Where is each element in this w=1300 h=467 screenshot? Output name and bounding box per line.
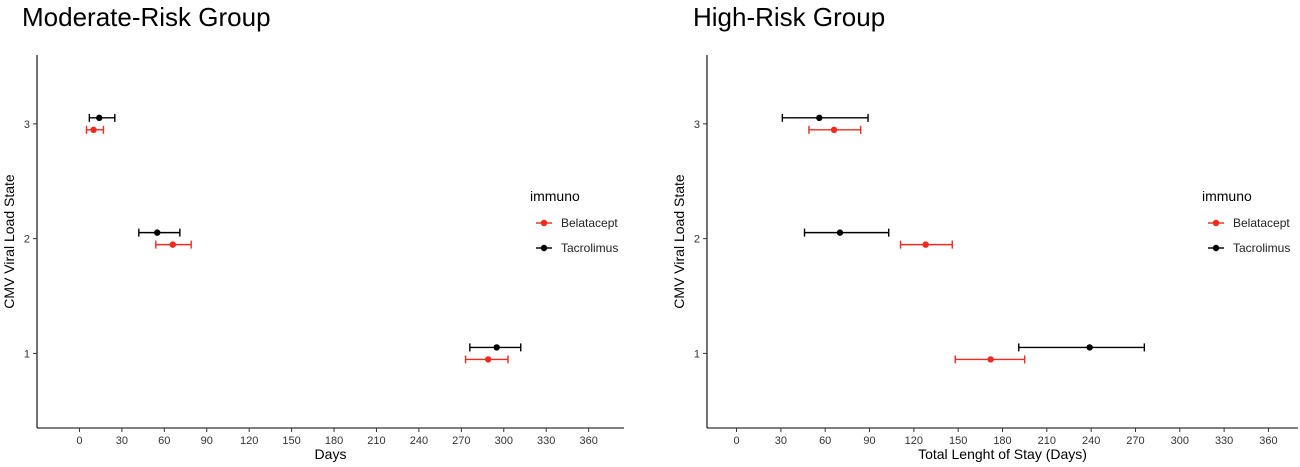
legend-key-point: [540, 244, 548, 252]
y-tick-label: 1: [694, 348, 700, 360]
data-point: [836, 229, 844, 236]
high-risk-chart: 0 30 60 90 120 150 180 210 240 270 300 330 360 1 2 3 Tot…: [671, 55, 1298, 462]
x-tick-label: 360: [579, 435, 597, 447]
moderate-risk-chart: 0 30 60 90 120 150 180 210 240 270 300 330 360 1 2 3 Day…: [1, 55, 624, 462]
chart-title: High-Risk Group: [693, 2, 886, 32]
x-tick-label: 90: [863, 435, 875, 447]
y-tick-label: 2: [24, 234, 30, 246]
data-point: [816, 114, 823, 122]
legend-key-point: [1212, 219, 1220, 227]
data-point: [493, 344, 500, 351]
x-tick-label: 330: [1215, 435, 1233, 447]
data-point: [922, 241, 929, 248]
x-tick-label: 210: [1038, 435, 1056, 447]
y-tick-label: 1: [24, 348, 30, 360]
x-tick-label: 240: [1082, 435, 1100, 447]
x-tick-label: 210: [367, 435, 385, 447]
x-tick-label: 150: [949, 435, 967, 447]
y-tick-label: 2: [694, 234, 700, 246]
x-tick-label: 240: [410, 435, 428, 447]
legend-key-point: [1212, 244, 1220, 252]
data-point: [154, 229, 161, 236]
legend-label: Tacrolimus: [1233, 241, 1290, 255]
x-tick-label: 180: [325, 435, 343, 447]
x-tick-label: 300: [1171, 435, 1189, 447]
data-point: [96, 114, 103, 122]
x-tick-label: 30: [775, 435, 787, 447]
x-tick-label: 30: [116, 435, 128, 447]
legend-title: immuno: [530, 188, 580, 204]
x-tick-label: 0: [76, 435, 82, 447]
legend-key-point: [540, 219, 548, 227]
legend-label: Belatacept: [561, 216, 618, 230]
high-risk-panel: 0 30 60 90 120 150 180 210 240 270 300 330 360 1 2 3 Tot…: [650, 0, 1300, 467]
legend-label: Tacrolimus: [561, 241, 618, 255]
x-tick-label: 330: [537, 435, 555, 447]
data-point: [1086, 344, 1093, 351]
x-tick-label: 270: [1126, 435, 1144, 447]
legend-title: immuno: [1202, 188, 1252, 204]
y-tick-label: 3: [24, 119, 30, 131]
y-axis-title: CMV Viral Load State: [1, 174, 17, 309]
x-tick-label: 120: [240, 435, 258, 447]
x-tick-label: 180: [993, 435, 1011, 447]
x-tick-label: 300: [495, 435, 513, 447]
data-point: [90, 126, 97, 134]
data-point: [485, 356, 492, 363]
x-tick-label: 60: [158, 435, 170, 447]
moderate-risk-panel: 0 30 60 90 120 150 180 210 240 270 300 330 360 1 2 3 Day…: [1, 2, 624, 462]
data-point: [830, 126, 838, 134]
x-tick-label: 360: [1259, 435, 1277, 447]
y-tick-label: 3: [694, 119, 700, 131]
x-tick-label: 90: [201, 435, 213, 447]
x-axis-title: Days: [315, 446, 347, 462]
y-axis-title: CMV Viral Load State: [671, 174, 687, 309]
chart-title: Moderate-Risk Group: [22, 2, 271, 32]
x-tick-label: 150: [282, 435, 300, 447]
legend-label: Belatacept: [1233, 216, 1290, 230]
x-axis-title: Total Lenght of Stay (Days): [918, 446, 1087, 462]
x-tick-label: 270: [452, 435, 470, 447]
x-tick-label: 0: [733, 435, 739, 447]
data-point: [169, 241, 176, 248]
data-point: [987, 356, 994, 363]
x-tick-label: 60: [819, 435, 831, 447]
x-tick-label: 120: [905, 435, 923, 447]
